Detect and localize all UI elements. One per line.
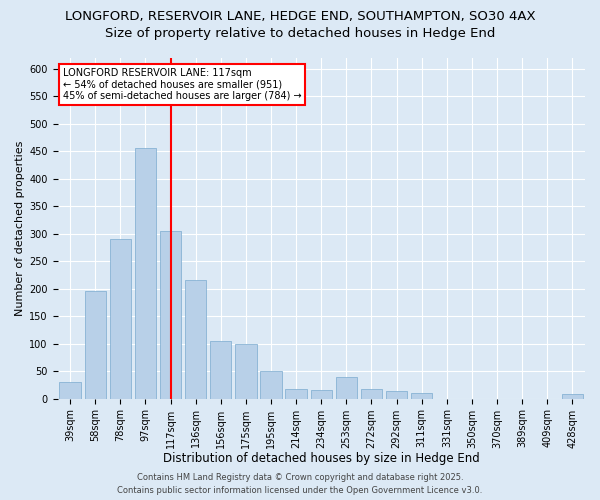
Text: LONGFORD RESERVOIR LANE: 117sqm
← 54% of detached houses are smaller (951)
45% o: LONGFORD RESERVOIR LANE: 117sqm ← 54% of…: [63, 68, 301, 101]
Bar: [286, 388, 307, 398]
Bar: [185, 280, 206, 398]
Bar: [59, 382, 81, 398]
Bar: [361, 388, 382, 398]
Text: LONGFORD, RESERVOIR LANE, HEDGE END, SOUTHAMPTON, SO30 4AX: LONGFORD, RESERVOIR LANE, HEDGE END, SOU…: [65, 10, 535, 23]
Text: Contains HM Land Registry data © Crown copyright and database right 2025.
Contai: Contains HM Land Registry data © Crown c…: [118, 474, 482, 495]
Bar: [160, 231, 181, 398]
Bar: [135, 148, 156, 398]
Bar: [210, 341, 232, 398]
Bar: [411, 393, 433, 398]
Bar: [235, 344, 257, 398]
Bar: [110, 239, 131, 398]
X-axis label: Distribution of detached houses by size in Hedge End: Distribution of detached houses by size …: [163, 452, 479, 465]
Y-axis label: Number of detached properties: Number of detached properties: [15, 140, 25, 316]
Text: Size of property relative to detached houses in Hedge End: Size of property relative to detached ho…: [105, 28, 495, 40]
Bar: [85, 292, 106, 399]
Bar: [562, 394, 583, 398]
Bar: [311, 390, 332, 398]
Bar: [260, 371, 281, 398]
Bar: [386, 391, 407, 398]
Bar: [336, 376, 357, 398]
